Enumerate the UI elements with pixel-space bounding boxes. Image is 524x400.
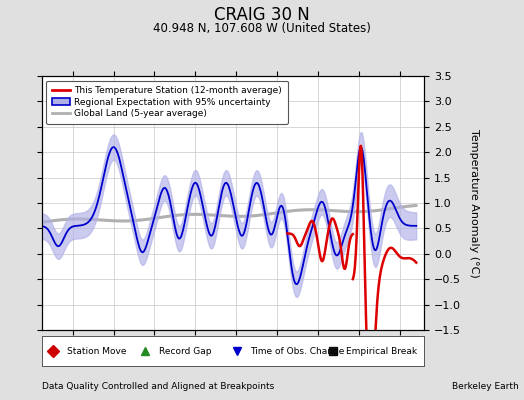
Text: Empirical Break: Empirical Break [346,346,417,356]
Text: Berkeley Earth: Berkeley Earth [452,382,519,391]
Text: CRAIG 30 N: CRAIG 30 N [214,6,310,24]
Text: Time of Obs. Change: Time of Obs. Change [250,346,345,356]
Text: Data Quality Controlled and Aligned at Breakpoints: Data Quality Controlled and Aligned at B… [42,382,274,391]
Text: Record Gap: Record Gap [159,346,211,356]
Text: 40.948 N, 107.608 W (United States): 40.948 N, 107.608 W (United States) [153,22,371,35]
Legend: This Temperature Station (12-month average), Regional Expectation with 95% uncer: This Temperature Station (12-month avera… [47,80,288,124]
Y-axis label: Temperature Anomaly (°C): Temperature Anomaly (°C) [470,129,479,277]
Text: Station Move: Station Move [67,346,126,356]
